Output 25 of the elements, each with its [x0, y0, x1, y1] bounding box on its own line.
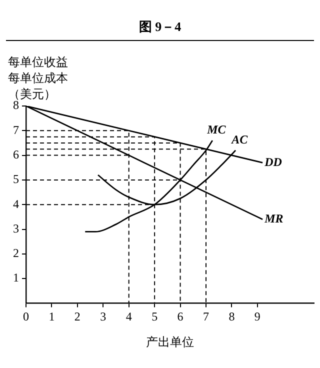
- y-tick-label: 1: [13, 270, 19, 285]
- chart-title: 图 9－4: [138, 18, 182, 36]
- y-tick-label: 2: [13, 246, 19, 260]
- y-tick-label: 4: [13, 196, 19, 211]
- series-label: MC: [206, 122, 227, 137]
- x-tick-label: 6: [177, 310, 184, 324]
- y-tick-label: 6: [13, 147, 19, 162]
- x-tick-label: 2: [74, 310, 80, 324]
- x-tick-label: 3: [100, 310, 106, 324]
- x-tick-label: 9: [254, 310, 260, 324]
- x-tick-label: 0: [23, 310, 29, 324]
- x-tick-label: 7: [203, 310, 209, 324]
- y-tick-label: 7: [13, 122, 19, 137]
- y-axis-title: 每单位收益每单位成本（美元）: [8, 54, 69, 101]
- series-label: MR: [264, 211, 284, 226]
- x-axis-title: 产出单位: [146, 334, 194, 349]
- x-tick-label: 8: [228, 310, 235, 324]
- x-tick-label: 5: [152, 310, 158, 324]
- series-label: DD: [264, 154, 282, 169]
- y-tick-label: 8: [13, 98, 19, 112]
- series-label: AC: [230, 132, 249, 146]
- y-tick-label: 5: [13, 172, 19, 186]
- x-tick-label: 1: [48, 310, 55, 324]
- x-tick-label: 4: [126, 310, 132, 324]
- y-tick-label: 3: [13, 221, 19, 236]
